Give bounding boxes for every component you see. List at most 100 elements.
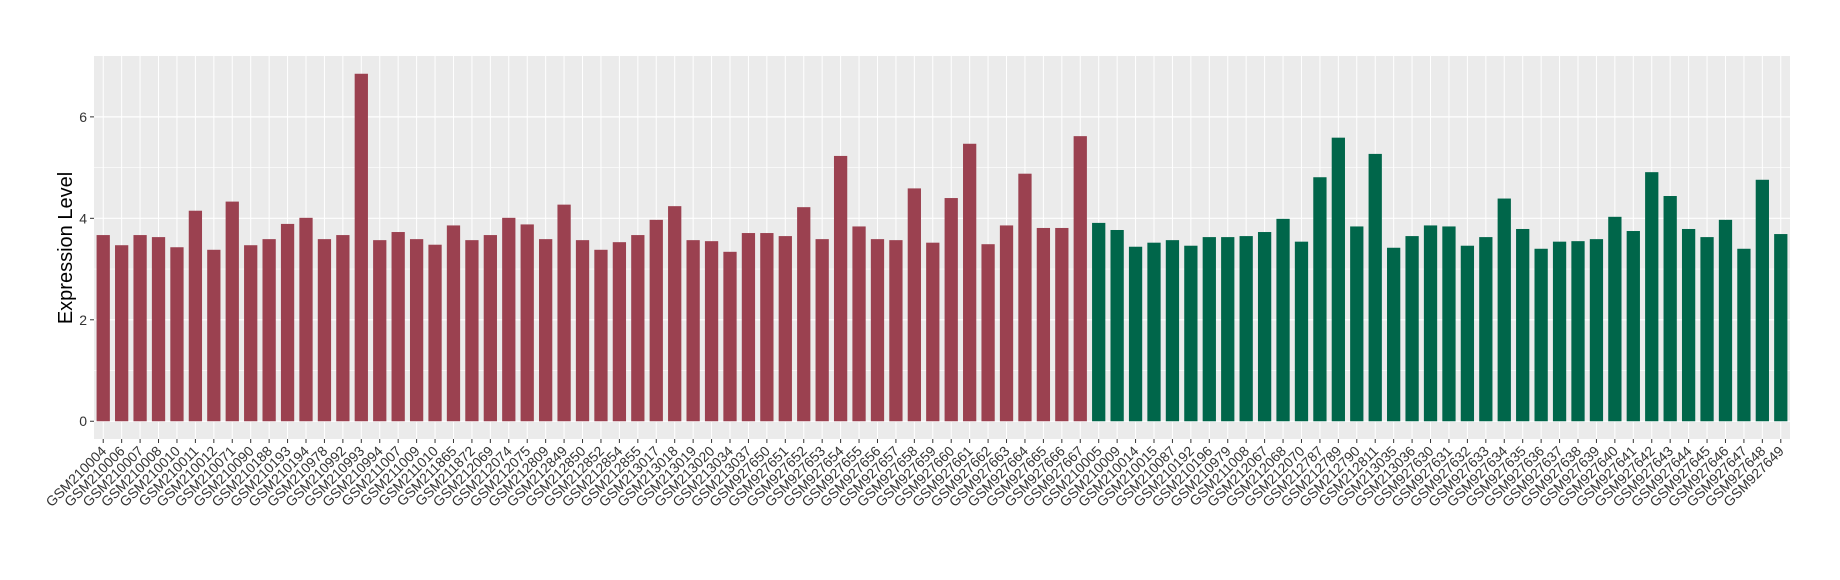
bar-gsm210978 [317, 239, 332, 422]
bar-gsm210008 [151, 237, 166, 422]
bar-gsm212789 [1331, 137, 1345, 422]
bar-gsm927659 [926, 242, 940, 422]
bar-gsm927638 [1571, 241, 1585, 422]
bar-gsm927657 [889, 240, 903, 422]
bar-gsm927661 [963, 143, 977, 422]
bar-gsm927630 [1423, 225, 1438, 422]
bar-gsm210979 [1221, 237, 1235, 422]
bar-gsm212849 [557, 204, 571, 422]
bar-gsm927660 [944, 198, 958, 422]
bar-gsm210087 [1165, 240, 1180, 422]
bar-gsm927658 [907, 188, 921, 422]
bar-gsm927636 [1534, 248, 1548, 422]
bar-gsm927662 [981, 244, 995, 422]
bar-gsm212811 [1368, 153, 1382, 422]
bar-gsm927665 [1036, 227, 1051, 422]
bar-gsm210012 [207, 249, 221, 422]
bar-gsm927651 [778, 236, 792, 422]
bar-gsm212790 [1350, 226, 1364, 422]
bar-gsm927663 [999, 225, 1014, 422]
bar-gsm927664 [1018, 173, 1032, 422]
bar-gsm211007 [391, 232, 405, 422]
y-tick-label: 0 [79, 413, 87, 429]
bar-gsm927644 [1681, 228, 1696, 422]
bar-gsm212809 [539, 239, 553, 422]
bar-gsm211009 [409, 239, 424, 422]
bar-gsm210193 [280, 223, 295, 422]
bar-gsm927666 [1055, 227, 1069, 422]
bar-gsm927653 [815, 239, 829, 422]
bar-gsm927640 [1608, 216, 1622, 422]
bars [96, 73, 1788, 422]
y-axis-title: Expression Level [55, 172, 77, 324]
bar-gsm212852 [594, 249, 608, 422]
bar-gsm212069 [483, 235, 497, 422]
bar-gsm211008 [1239, 236, 1253, 422]
bar-gsm210196 [1202, 237, 1216, 422]
y-tick-label: 4 [79, 210, 87, 226]
bar-gsm212067 [1257, 232, 1272, 422]
x-axis: GSM210004GSM210006GSM210007GSM210008GSM2… [42, 439, 1787, 510]
bar-gsm210014 [1128, 246, 1143, 422]
bar-gsm210015 [1147, 242, 1161, 422]
bar-gsm210006 [115, 245, 129, 422]
bar-gsm210192 [1184, 245, 1198, 422]
bar-gsm927639 [1589, 239, 1604, 422]
bar-gsm927643 [1663, 196, 1677, 422]
bar-gsm213035 [1387, 247, 1401, 422]
bar-gsm213034 [723, 251, 737, 422]
bar-gsm212068 [1276, 218, 1290, 422]
bar-gsm927648 [1755, 179, 1769, 422]
y-tick-label: 6 [79, 109, 87, 125]
bar-gsm210994 [373, 240, 387, 422]
bar-gsm927647 [1737, 248, 1751, 422]
bar-gsm210004 [96, 235, 110, 422]
bar-gsm210071 [225, 201, 239, 422]
bar-gsm212075 [520, 224, 534, 422]
bar-gsm927631 [1442, 226, 1456, 422]
bar-gsm213018 [668, 206, 682, 422]
bar-gsm927642 [1645, 172, 1659, 422]
bar-gsm927649 [1774, 234, 1788, 422]
bar-gsm927645 [1700, 237, 1714, 422]
bar-gsm210010 [170, 247, 184, 422]
bar-gsm210011 [188, 210, 203, 422]
bar-gsm211872 [465, 240, 479, 422]
bar-gsm927634 [1497, 198, 1511, 422]
y-axis: 0 2 4 6 [79, 109, 94, 429]
bar-gsm212850 [575, 240, 590, 422]
bar-gsm213020 [704, 241, 719, 422]
bar-gsm213017 [649, 219, 663, 422]
bar-gsm210992 [336, 235, 350, 422]
bar-gsm927650 [760, 233, 774, 422]
bar-gsm210993 [354, 73, 368, 422]
bar-gsm212070 [1294, 241, 1309, 422]
bar-gsm927652 [797, 207, 811, 422]
bar-gsm927641 [1626, 231, 1640, 422]
bar-gsm210090 [244, 245, 258, 422]
bar-gsm212854 [612, 242, 627, 422]
bar-gsm213019 [686, 240, 700, 422]
bar-gsm927655 [852, 226, 866, 422]
bar-gsm210188 [262, 239, 276, 422]
bar-gsm212855 [631, 235, 645, 422]
bar-gsm210005 [1092, 222, 1106, 422]
bar-gsm213037 [741, 233, 756, 422]
bar-gsm927635 [1516, 228, 1530, 422]
bar-gsm212787 [1313, 177, 1327, 422]
bar-gsm927632 [1460, 245, 1475, 422]
bar-gsm211865 [446, 225, 461, 422]
bar-gsm210009 [1110, 229, 1124, 422]
bar-gsm210194 [299, 217, 313, 422]
bar-gsm927656 [870, 239, 885, 422]
bar-gsm927667 [1073, 136, 1087, 422]
bar-gsm213036 [1405, 236, 1419, 422]
bar-gsm212074 [502, 217, 516, 422]
bar-gsm927654 [833, 155, 848, 422]
y-tick-label: 2 [79, 312, 87, 328]
bar-gsm210007 [133, 235, 147, 422]
bar-gsm927646 [1718, 219, 1733, 422]
bar-gsm927633 [1479, 237, 1493, 422]
bar-gsm927637 [1552, 241, 1567, 422]
